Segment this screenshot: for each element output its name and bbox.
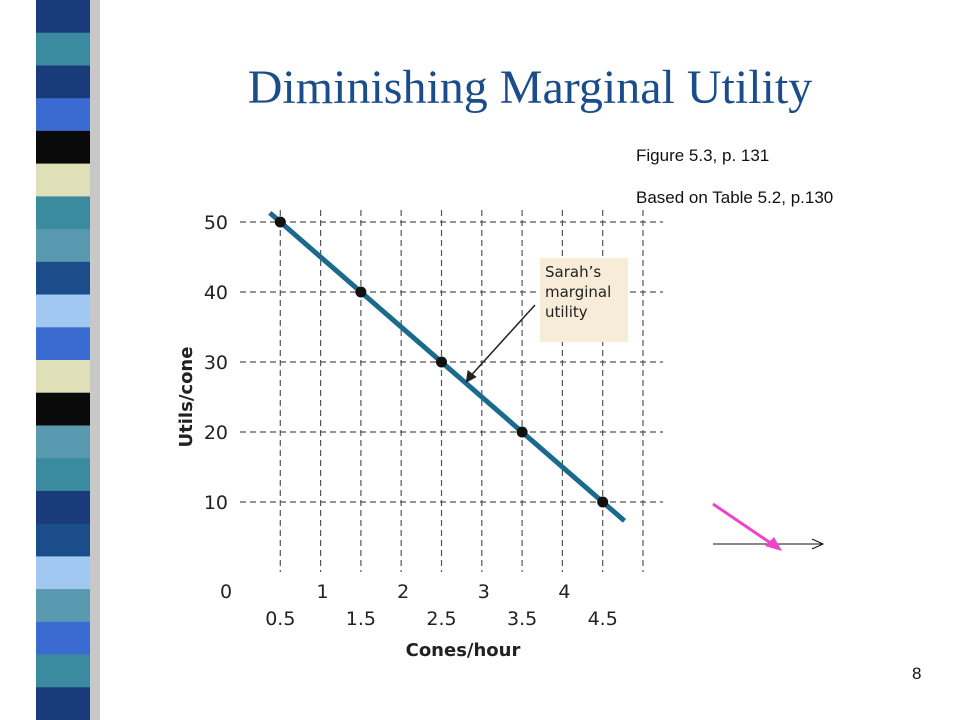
stripe-segment [36,490,90,525]
stripe-segment [36,654,90,688]
y-tick-label: 30 [204,352,228,374]
x-tick-label: 4 [558,581,570,603]
y-tick-label: 10 [204,492,228,514]
data-point [274,216,286,228]
stripe-segment [36,556,90,590]
stripe-segment [36,130,90,165]
stripe-segment [36,425,90,459]
stripe-segment [36,32,90,66]
stripe-segment [36,523,90,557]
stripe-segment [36,687,90,720]
stripe-segment [36,458,90,492]
x-tick-label: 1 [317,581,329,603]
data-point [597,496,609,508]
stripe-segment [36,0,90,34]
stripe-segment [36,621,90,655]
decorative-stripe-bar [36,0,100,720]
x-tick-label: 3.5 [507,608,537,630]
stripe-segment [36,98,90,132]
x-tick-label: 3 [478,581,490,603]
slide-title: Diminishing Marginal Utility [247,61,813,114]
annotation-line: utility [545,303,588,321]
x-tick-label: 2.5 [426,608,456,630]
annotation-line: marginal [545,283,612,301]
table-reference: Based on Table 5.2, p.130 [636,188,834,207]
annotation-pointer [469,304,536,378]
y-tick-label: 50 [204,212,228,234]
figure-reference: Figure 5.3, p. 131 [636,146,770,165]
stripe-segment [36,196,90,230]
data-point [516,426,528,438]
stripe-segment [36,163,90,197]
x-axis-label: Cones/hour [406,640,521,661]
series-annotation-label: Sarah’s marginal utility [540,258,628,342]
y-axis-label: Utils/cone [176,347,197,448]
pink-arrow-head [765,537,782,551]
series-line [268,211,627,523]
x-tick-label: 0 [220,581,232,603]
stripe-segment [36,589,90,623]
pink-arrow [712,502,773,546]
stripe-segment [36,392,90,426]
data-point [355,286,367,298]
x-tick-label: 1.5 [346,608,376,630]
annotation-pointer-head [465,370,477,383]
stripe-segment [36,327,90,361]
x-tick-label: 0.5 [265,608,295,630]
stripe-segment [36,229,90,263]
annotation-line: Sarah’s [545,263,602,281]
x-tick-label: 4.5 [588,608,618,630]
stripe-segment [36,294,90,328]
stripe-segment [36,360,90,394]
stripe-segment [36,65,90,99]
y-tick-label: 40 [204,282,228,304]
page-number: 8 [912,664,922,683]
stripe-segment [36,261,90,295]
horizontal-arrow-head [811,538,825,550]
stripe-shadow [90,0,100,720]
x-tick-label: 2 [397,581,409,603]
data-point [436,356,447,368]
y-tick-label: 20 [204,422,228,444]
